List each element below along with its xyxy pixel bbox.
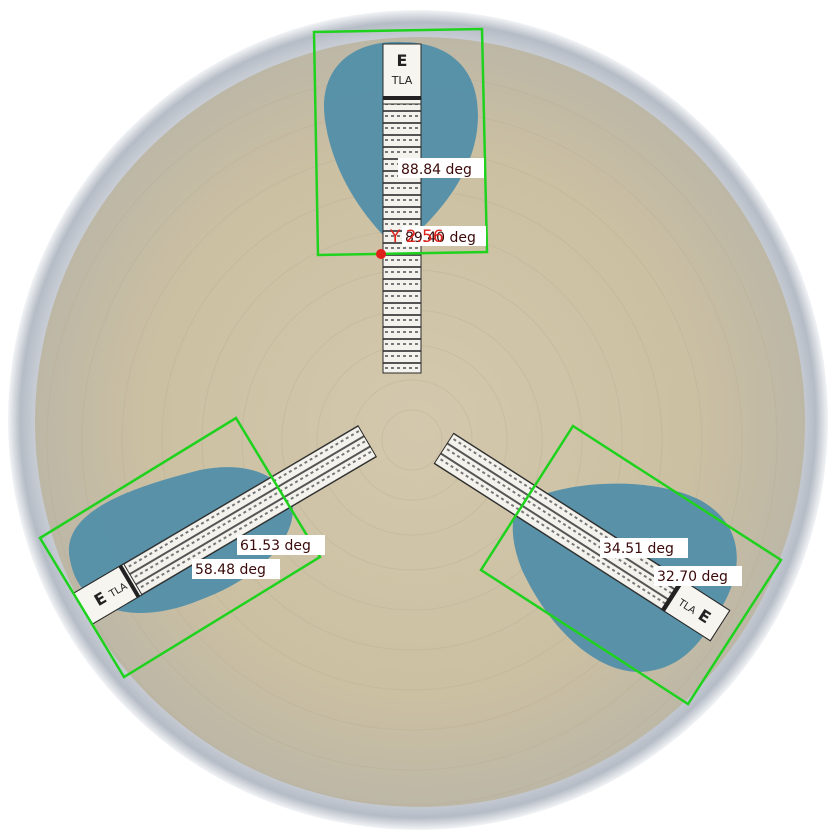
bounding-box-left <box>38 416 322 679</box>
angle-label-right-outer: 34.51 deg <box>600 538 688 558</box>
svg-text:61.53 deg: 61.53 deg <box>240 538 311 554</box>
etest-strip-left: E TLA <box>73 425 377 625</box>
y-marker-label: Y 2.56 <box>389 227 444 247</box>
etest-strip-top: E TLA <box>382 43 422 374</box>
svg-text:89.40 deg: 89.40 deg <box>405 230 476 246</box>
angle-label-left-inner: 58.48 deg <box>192 559 280 579</box>
strip-code-top: TLA <box>391 74 413 87</box>
angle-label-top-overlap: 89.40 deg <box>402 226 486 246</box>
svg-text:32.70 deg: 32.70 deg <box>657 569 728 585</box>
svg-text:58.48 deg: 58.48 deg <box>195 562 266 578</box>
angle-label-right-inner: 32.70 deg <box>654 566 742 586</box>
svg-text:34.51 deg: 34.51 deg <box>603 541 674 557</box>
strip-logo-top: E <box>397 51 408 70</box>
angle-label-left-outer: 61.53 deg <box>237 535 325 555</box>
etest-strip-right: E TLA <box>433 432 731 642</box>
bounding-box-right <box>479 424 783 706</box>
bounding-box-top <box>312 27 489 257</box>
svg-text:88.84 deg: 88.84 deg <box>401 162 472 178</box>
angle-label-top: 88.84 deg <box>398 158 484 178</box>
y-marker-dot <box>376 249 386 259</box>
